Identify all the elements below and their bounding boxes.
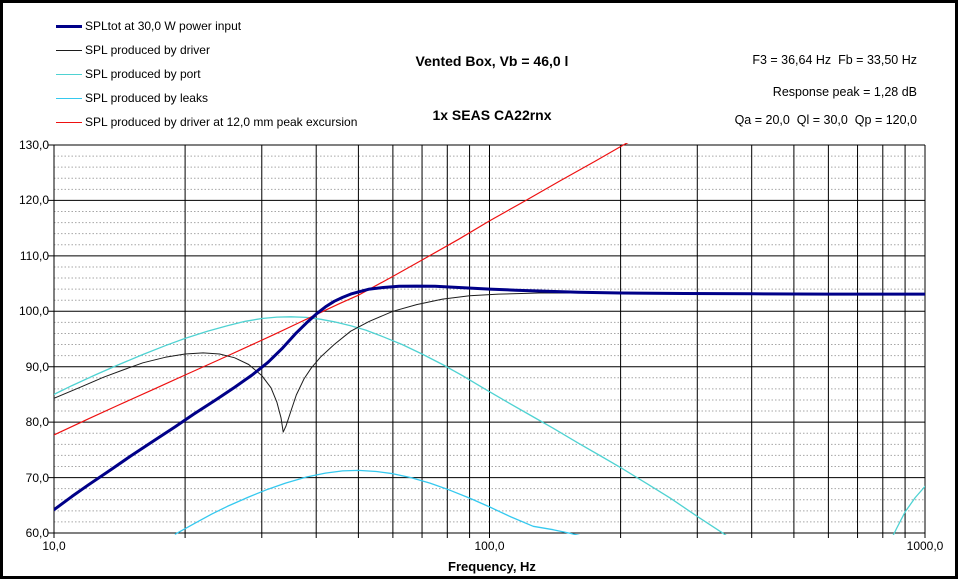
y-tick-label: 120,0 [18, 193, 49, 208]
legend-label: SPL produced by port [85, 67, 201, 81]
legend-label: SPL produced by leaks [85, 91, 208, 105]
legend-label: SPL produced by driver at 12,0 mm peak e… [85, 115, 358, 129]
legend-label: SPLtot at 30,0 W power input [85, 19, 242, 33]
chart-legend: SPLtot at 30,0 W power input SPL produced… [56, 14, 357, 134]
y-tick-label: 80,0 [25, 415, 49, 430]
y-tick-label: 130,0 [18, 138, 49, 152]
y-tick-label: 60,0 [25, 526, 49, 540]
chart-title-line1: Vented Box, Vb = 46,0 l [415, 53, 569, 69]
legend-item: SPL produced by leaks [56, 86, 357, 110]
series-curve [54, 143, 629, 436]
legend-line-sample [56, 121, 82, 123]
y-tick-label: 110,0 [19, 248, 49, 263]
legend-item: SPL produced by driver [56, 38, 357, 62]
legend-line-sample [56, 49, 82, 51]
stat-response-peak: Response peak = 1,28 dB [772, 85, 917, 99]
x-tick-label: 100,0 [474, 539, 505, 553]
y-tick-label: 90,0 [25, 359, 49, 374]
chart-title: Vented Box, Vb = 46,0 l 1x SEAS CA22rnx [292, 16, 692, 160]
legend-item: SPL produced by port [56, 62, 357, 86]
x-tick-label: 1000,0 [906, 539, 944, 553]
x-axis-title: Frequency, Hz [448, 559, 536, 574]
series-curve [174, 469, 581, 535]
legend-line-sample [56, 97, 82, 99]
series-curve [54, 284, 925, 512]
legend-label: SPL produced by driver [85, 43, 210, 57]
chart-stats: F3 = 36,64 Hz Fb = 33,50 Hz Response pea… [735, 53, 917, 127]
chart-title-line2: 1x SEAS CA22rnx [432, 107, 552, 123]
y-tick-label: 70,0 [25, 470, 49, 485]
legend-item: SPLtot at 30,0 W power input [56, 14, 357, 38]
series-curve [54, 292, 925, 433]
x-tick-label: 10,0 [42, 539, 66, 553]
y-tick-label: 100,0 [18, 304, 49, 319]
legend-line-sample [56, 73, 82, 75]
stat-f3-fb: F3 = 36,64 Hz Fb = 33,50 Hz [752, 53, 917, 67]
legend-line-sample [56, 24, 82, 28]
stat-q-values: Qa = 20,0 Ql = 30,0 Qp = 120,0 [734, 113, 917, 127]
series-curve [54, 316, 925, 535]
legend-item: SPL produced by driver at 12,0 mm peak e… [56, 110, 357, 134]
